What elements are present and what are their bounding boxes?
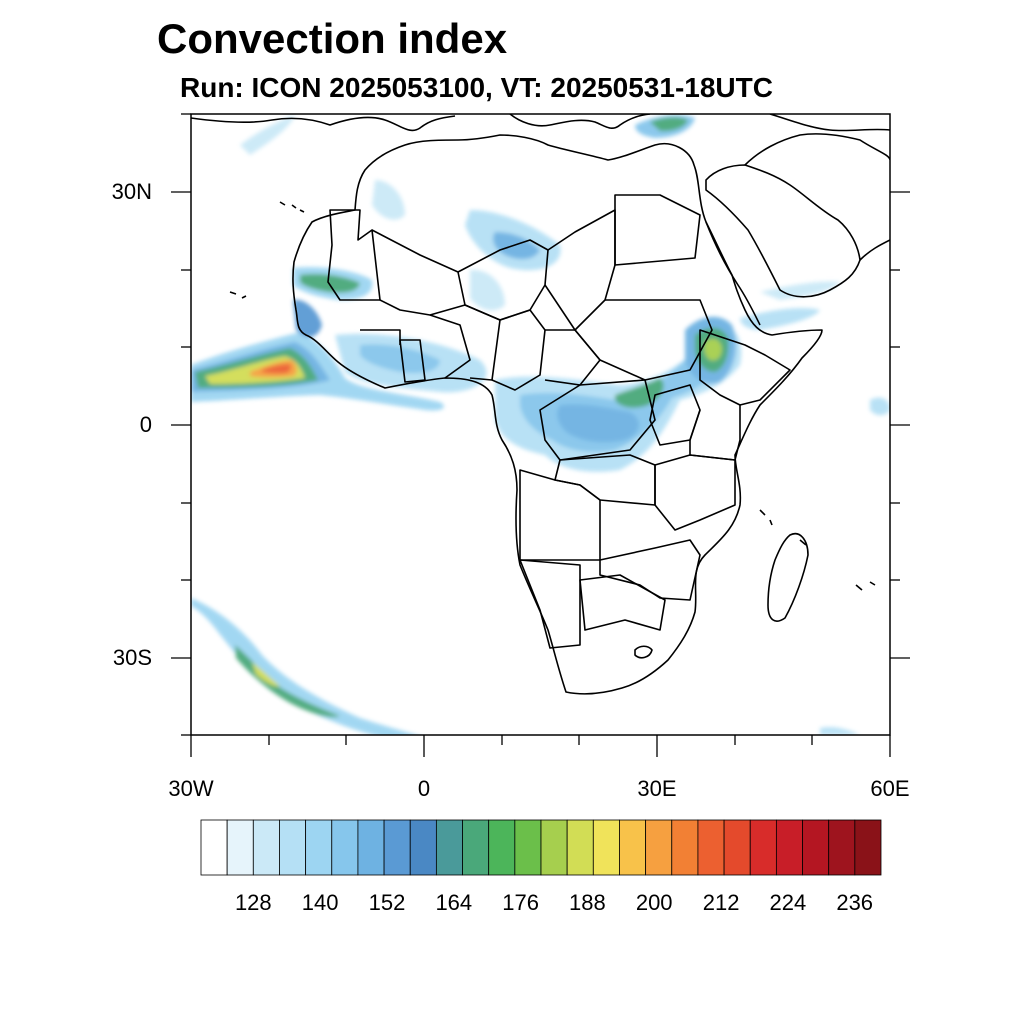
- colorbar-label: 128: [234, 890, 272, 915]
- colorbar-box: [723, 819, 751, 876]
- colorbar-label: 188: [569, 890, 606, 915]
- colorbar-box: [279, 819, 307, 876]
- colorbar-box: [749, 819, 777, 876]
- lon-label-30e: 30E: [637, 776, 677, 801]
- lon-label-30w: 30W: [168, 776, 214, 801]
- colorbar-box: [200, 819, 228, 876]
- colorbar-box: [462, 819, 490, 876]
- colorbar-label: 212: [702, 890, 740, 915]
- lat-label-0: 0: [139, 412, 152, 437]
- colorbar-box: [435, 819, 463, 876]
- colorbar-box: [409, 819, 437, 876]
- chart-title: Convection index: [157, 15, 508, 62]
- colorbar-box: [645, 819, 673, 876]
- colorbar-label: 176: [502, 890, 539, 915]
- lon-label-0: 0: [417, 776, 431, 801]
- colorbar-box: [619, 819, 647, 876]
- colorbar-box: [802, 819, 830, 876]
- colorbar-box: [540, 819, 568, 876]
- colorbar-label: 164: [435, 890, 473, 915]
- colorbar-box: [514, 819, 542, 876]
- colorbar-box: [828, 819, 856, 876]
- colorbar-box: [226, 819, 254, 876]
- colorbar-box: [357, 819, 385, 876]
- colorbar-box: [383, 819, 411, 876]
- colorbar-box: [305, 819, 333, 876]
- colorbar-box: [488, 819, 516, 876]
- colorbar-box: [566, 819, 594, 876]
- colorbar-box: [854, 819, 882, 876]
- colorbar-box: [331, 819, 359, 876]
- colorbar-box: [592, 819, 620, 876]
- colorbar-box: [671, 819, 699, 876]
- colorbar-label: 140: [301, 890, 339, 915]
- axis-ticks: [171, 113, 910, 757]
- colorbar-label: 152: [368, 890, 406, 915]
- colorbar-label: 200: [635, 890, 673, 915]
- colorbar: [200, 819, 882, 876]
- lat-label-30s: 30S: [112, 645, 152, 670]
- lon-label-60e: 60E: [870, 776, 910, 801]
- chart-subtitle: Run: ICON 2025053100, VT: 20250531-18UTC: [180, 72, 773, 103]
- colorbar-box: [775, 819, 803, 876]
- colorbar-box: [252, 819, 280, 876]
- convection-field: [191, 114, 890, 735]
- colorbar-box: [697, 819, 725, 876]
- colorbar-label: 224: [769, 890, 807, 915]
- lat-label-30n: 30N: [111, 179, 152, 204]
- coastlines-and-borders: [191, 114, 890, 695]
- colorbar-label: 236: [836, 890, 874, 915]
